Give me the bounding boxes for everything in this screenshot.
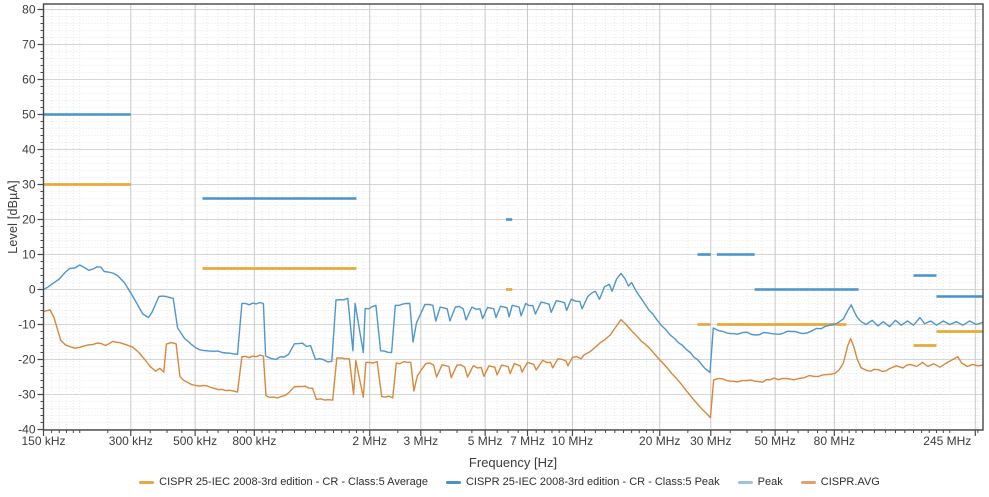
y-tick-label: 0 bbox=[29, 283, 36, 297]
x-tick-label: 50 MHz bbox=[754, 434, 795, 448]
y-tick-label: 60 bbox=[22, 73, 36, 87]
y-tick-label: -20 bbox=[18, 353, 36, 367]
limit-lines-average bbox=[43, 183, 983, 347]
legend-label: CISPR 25-IEC 2008-3rd edition - CR - Cla… bbox=[465, 476, 720, 488]
x-tick-labels: 150 kHz 300 kHz 500 kHz 800 kHz 2 MHz 3 MHz 5 … bbox=[21, 434, 971, 448]
x-tick-label: 7 MHz bbox=[510, 434, 545, 448]
x-tick-label: 30 MHz bbox=[690, 434, 731, 448]
x-axis-title: Frequency [Hz] bbox=[468, 455, 558, 470]
y-tick-label: 80 bbox=[22, 3, 36, 17]
legend-item-2: Peak bbox=[737, 476, 783, 488]
x-tick-label: 150 kHz bbox=[21, 434, 65, 448]
x-tick-label: 5 MHz bbox=[468, 434, 503, 448]
legend-item-0: CISPR 25-IEC 2008-3rd edition - CR - Cla… bbox=[139, 476, 428, 488]
legend-swatch bbox=[139, 480, 155, 484]
x-tick-label: 3 MHz bbox=[403, 434, 438, 448]
legend-item-1: CISPR 25-IEC 2008-3rd edition - CR - Cla… bbox=[445, 476, 720, 488]
trace-avg bbox=[43, 309, 983, 419]
x-tick-label: 20 MHz bbox=[639, 434, 680, 448]
y-tick-label: 40 bbox=[22, 143, 36, 157]
y-tick-label: 70 bbox=[22, 38, 36, 52]
y-tick-label: -10 bbox=[18, 318, 36, 332]
x-tick-label: 300 kHz bbox=[109, 434, 153, 448]
legend-swatch bbox=[737, 480, 753, 484]
x-tick-label: 2 MHz bbox=[352, 434, 387, 448]
y-axis-title: Level [dBµA] bbox=[6, 180, 20, 254]
x-tick-label: 500 kHz bbox=[173, 434, 217, 448]
axis-ticks bbox=[37, 8, 979, 436]
legend-label: CISPR.AVG bbox=[820, 476, 880, 488]
legend: CISPR 25-IEC 2008-3rd edition - CR - Cla… bbox=[40, 476, 979, 488]
legend-label: CISPR 25-IEC 2008-3rd edition - CR - Cla… bbox=[159, 476, 428, 488]
x-tick-label: 80 MHz bbox=[814, 434, 855, 448]
y-tick-label: 30 bbox=[22, 178, 36, 192]
y-tick-label: -40 bbox=[18, 423, 36, 437]
legend-swatch bbox=[800, 480, 816, 484]
y-tick-label: -30 bbox=[18, 388, 36, 402]
y-tick-labels: 80 70 60 50 40 30 20 10 0 -10 -20 -30 -40 bbox=[18, 3, 36, 437]
limit-lines-peak bbox=[43, 113, 983, 298]
y-tick-label: 20 bbox=[22, 213, 36, 227]
legend-swatch bbox=[445, 480, 461, 484]
x-tick-label: 245 MHz bbox=[923, 434, 971, 448]
legend-label: Peak bbox=[757, 476, 783, 488]
y-tick-label: 10 bbox=[22, 248, 36, 262]
legend-item-3: CISPR.AVG bbox=[800, 476, 880, 488]
x-tick-label: 800 kHz bbox=[232, 434, 276, 448]
plot-border bbox=[42, 3, 984, 431]
x-tick-label: 10 MHz bbox=[552, 434, 593, 448]
trace-peak bbox=[43, 264, 983, 374]
y-tick-label: 50 bbox=[22, 108, 36, 122]
